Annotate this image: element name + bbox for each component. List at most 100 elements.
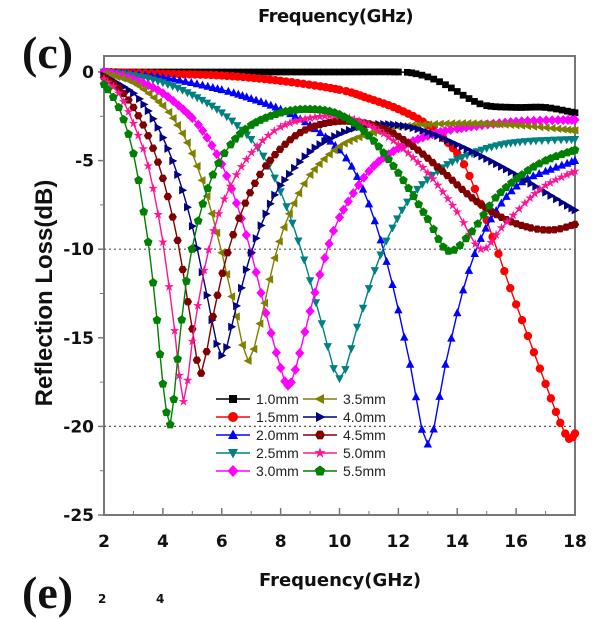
marker-triangle-up bbox=[358, 184, 368, 193]
marker-triangle-up bbox=[417, 424, 427, 433]
marker-star bbox=[138, 143, 149, 153]
marker-triangle-right bbox=[493, 159, 502, 169]
marker-triangle-right bbox=[277, 181, 286, 190]
cropped-top-axis-title: Frequency(GHz) bbox=[258, 6, 414, 27]
marker-diamond bbox=[256, 287, 266, 298]
marker-triangle-up bbox=[512, 181, 521, 190]
marker-star bbox=[108, 81, 119, 91]
marker-triangle-right bbox=[483, 154, 492, 164]
marker-triangle-right bbox=[213, 339, 222, 349]
marker-diamond bbox=[461, 122, 471, 133]
marker-hexagon bbox=[448, 176, 457, 184]
marker-triangle-up bbox=[423, 439, 433, 448]
marker-triangle-right bbox=[345, 125, 354, 135]
marker-diamond bbox=[283, 380, 293, 391]
marker-diamond bbox=[251, 267, 261, 278]
marker-triangle-left bbox=[553, 124, 562, 133]
marker-diamond bbox=[207, 140, 217, 151]
marker-star bbox=[319, 111, 330, 121]
marker-hexagon bbox=[234, 214, 244, 222]
marker-triangle-down bbox=[403, 198, 412, 207]
marker-star bbox=[113, 88, 124, 98]
marker-hexagon bbox=[129, 103, 138, 112]
marker-star bbox=[314, 447, 326, 458]
marker-square bbox=[537, 103, 545, 111]
marker-triangle-down bbox=[388, 224, 397, 233]
legend-item-4-5mm: 4.5mm bbox=[303, 427, 386, 443]
marker-star bbox=[481, 243, 491, 253]
marker-star bbox=[566, 167, 577, 177]
marker-hexagon bbox=[438, 167, 447, 175]
legend-item-3-5mm: 3.5mm bbox=[303, 391, 386, 407]
marker-pentagon bbox=[99, 79, 109, 89]
marker-square bbox=[229, 395, 237, 403]
marker-triangle-right bbox=[257, 221, 266, 230]
marker-triangle-up bbox=[476, 233, 485, 242]
legend: 1.0mm 1.5mm 2.0mm 2.5mm 3.0mm 3.5mm 4.0mm 4.5mm… bbox=[216, 391, 386, 479]
marker-pentagon bbox=[169, 394, 179, 404]
marker-triangle-left bbox=[149, 93, 158, 102]
marker-triangle-right bbox=[266, 199, 275, 208]
marker-triangle-down bbox=[299, 256, 309, 265]
marker-pentagon bbox=[177, 315, 187, 324]
marker-pentagon bbox=[108, 92, 118, 101]
marker-triangle-right bbox=[419, 126, 428, 135]
marker-square bbox=[471, 98, 478, 105]
marker-star bbox=[520, 198, 530, 208]
series-5-5mm bbox=[99, 79, 580, 429]
marker-star bbox=[99, 74, 109, 84]
marker-triangle-right bbox=[448, 138, 457, 147]
marker-diamond bbox=[163, 91, 173, 102]
marker-triangle-up bbox=[203, 81, 213, 90]
marker-triangle-down bbox=[448, 158, 457, 167]
marker-star bbox=[158, 237, 168, 247]
marker-pentagon bbox=[409, 191, 419, 201]
marker-diamond bbox=[198, 125, 208, 136]
marker-triangle-down bbox=[382, 237, 391, 246]
marker-triangle-down bbox=[193, 94, 202, 103]
marker-triangle-left bbox=[260, 298, 269, 308]
marker-hexagon bbox=[453, 181, 462, 189]
marker-hexagon bbox=[148, 144, 158, 152]
marker-pentagon bbox=[496, 187, 506, 197]
marker-triangle-left bbox=[249, 344, 258, 354]
marker-triangle-up bbox=[300, 117, 310, 126]
marker-triangle-left bbox=[172, 120, 181, 130]
marker-pentagon bbox=[434, 234, 443, 243]
marker-hexagon bbox=[168, 213, 177, 221]
marker-star bbox=[378, 128, 389, 138]
marker-diamond bbox=[320, 253, 330, 264]
marker-star bbox=[443, 193, 453, 203]
marker-hexagon bbox=[192, 356, 202, 364]
marker-square bbox=[330, 68, 338, 76]
marker-star bbox=[427, 173, 438, 183]
marker-triangle-up bbox=[453, 308, 462, 317]
marker-triangle-left bbox=[107, 71, 115, 80]
marker-triangle-left bbox=[468, 119, 477, 128]
x-tick-label: 18 bbox=[563, 532, 587, 552]
marker-star bbox=[128, 118, 139, 128]
marker-hexagon bbox=[183, 298, 193, 306]
marker-triangle-left bbox=[500, 120, 509, 129]
marker-triangle-down bbox=[453, 156, 462, 165]
marker-triangle-right bbox=[468, 147, 477, 156]
marker-triangle-left bbox=[177, 129, 186, 138]
marker-triangle-right bbox=[473, 149, 482, 159]
legend-item-5-5mm: 5.5mm bbox=[303, 463, 386, 479]
marker-square bbox=[512, 104, 520, 111]
marker-triangle-right bbox=[478, 152, 487, 161]
marker-triangle-left bbox=[429, 119, 438, 129]
marker-star bbox=[214, 208, 224, 218]
marker-pentagon bbox=[449, 245, 459, 254]
marker-triangle-up bbox=[507, 186, 516, 195]
marker-square bbox=[564, 107, 571, 115]
marker-triangle-down bbox=[276, 188, 285, 197]
marker-star bbox=[257, 135, 268, 145]
marker-hexagon bbox=[119, 89, 128, 98]
marker-triangle-left bbox=[154, 97, 163, 107]
marker-triangle-left bbox=[144, 89, 153, 98]
marker-pentagon bbox=[479, 210, 488, 219]
marker-triangle-down bbox=[457, 154, 467, 163]
marker-star bbox=[438, 186, 448, 197]
marker-star bbox=[413, 157, 423, 167]
